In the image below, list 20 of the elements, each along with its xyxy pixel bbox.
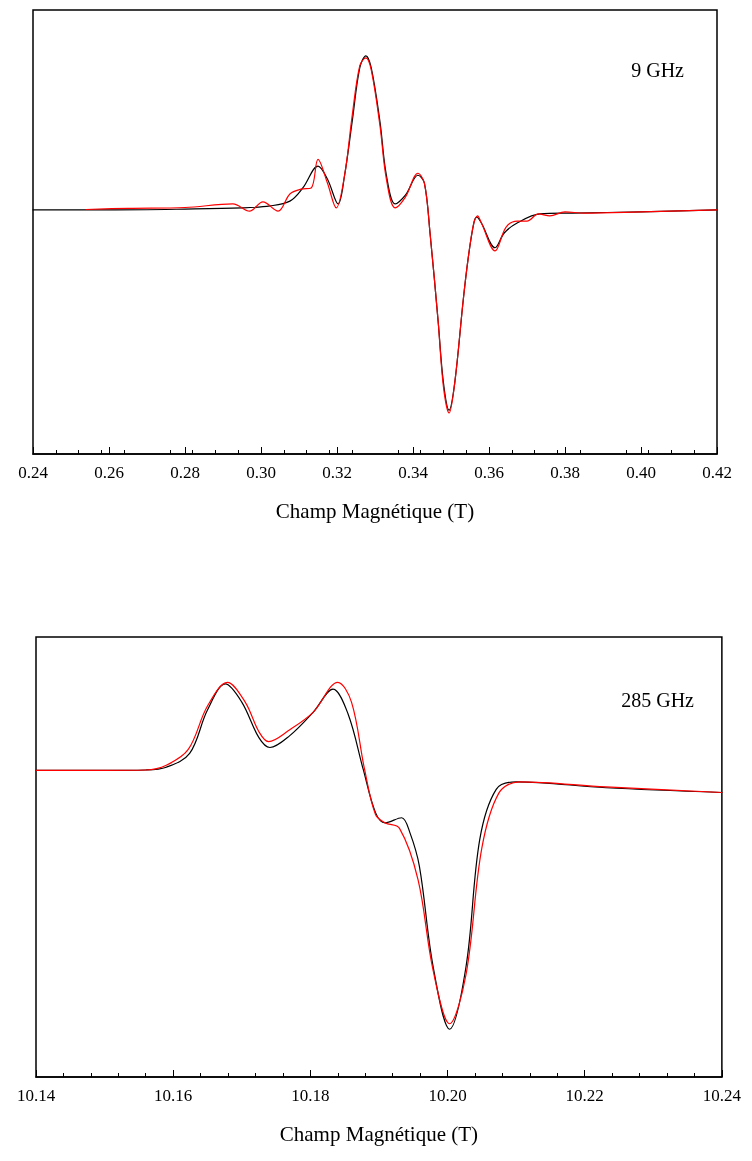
x-tick-label: 0.30 <box>246 463 276 482</box>
x-tick-label: 0.24 <box>18 463 49 482</box>
x-tick-label: 0.38 <box>550 463 580 482</box>
x-tick-label: 0.28 <box>170 463 200 482</box>
x-tick-label: 10.20 <box>428 1086 467 1105</box>
x-tick-label: 10.24 <box>702 1086 742 1105</box>
x-tick-label: 10.16 <box>154 1086 193 1105</box>
annotation: 285 GHz <box>621 689 695 711</box>
x-tick-label: 10.14 <box>16 1086 56 1105</box>
x-tick-label: 0.34 <box>398 463 429 482</box>
x-tick-label: 10.18 <box>291 1086 330 1105</box>
x-tick-label: 0.40 <box>626 463 656 482</box>
x-axis-title: Champ Magnétique (T) <box>279 1121 479 1146</box>
x-tick-label: 10.22 <box>565 1086 604 1105</box>
annotation: 9 GHz <box>631 59 685 81</box>
x-tick-label: 0.42 <box>702 463 732 482</box>
x-axis-title: Champ Magnétique (T) <box>275 498 475 523</box>
x-tick-label: 0.36 <box>474 463 504 482</box>
x-tick-label: 0.26 <box>94 463 124 482</box>
x-tick-label: 0.32 <box>322 463 352 482</box>
